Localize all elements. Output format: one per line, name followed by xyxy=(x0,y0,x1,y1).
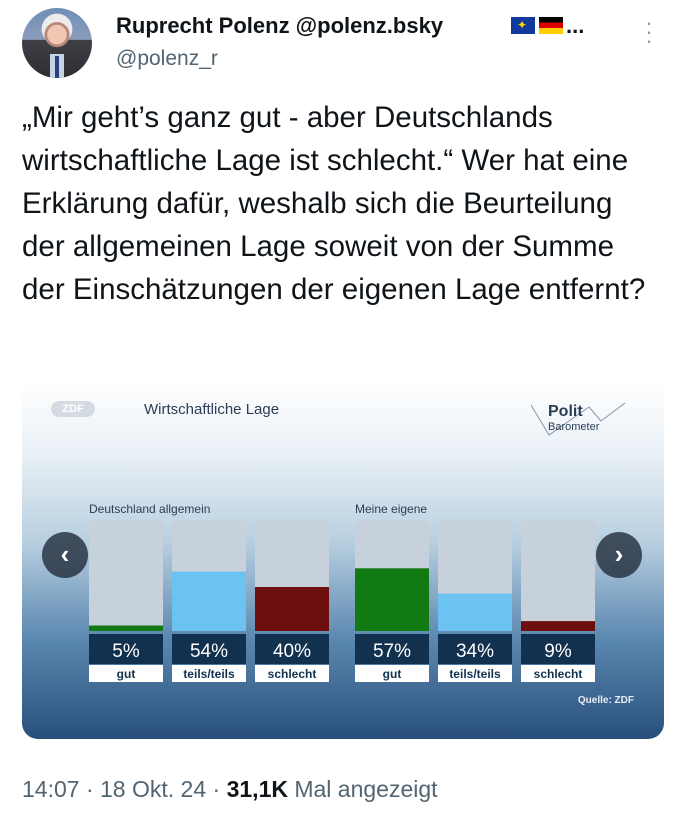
bar-chart: 5% gut 54% teils/teils 40% schlecht 57% gut 34% t… xyxy=(89,521,595,682)
value-label: 57% xyxy=(373,641,411,662)
bar-track xyxy=(89,521,163,631)
chart-title: Wirtschaftliche Lage xyxy=(144,401,280,418)
user-handle[interactable]: @polenz_r xyxy=(116,47,218,70)
bar-track xyxy=(521,521,595,631)
view-label: Mal angezeigt xyxy=(287,776,438,802)
chevron-right-icon: › xyxy=(614,539,624,569)
category-box xyxy=(521,665,595,682)
name-ellipsis: ... xyxy=(566,13,585,38)
value-label: 54% xyxy=(190,641,228,662)
category-box xyxy=(172,665,246,682)
category-label: schlecht xyxy=(268,667,317,681)
value-label: 5% xyxy=(112,641,140,662)
more-options-icon[interactable]: · · · xyxy=(645,10,653,53)
tweet-time[interactable]: 14:07 xyxy=(22,776,80,802)
zdf-logo: ZDF xyxy=(51,401,95,417)
chart-source: Quelle: ZDF xyxy=(577,695,634,706)
category-label: teils/teils xyxy=(183,667,235,681)
brand-line-2: Barometer xyxy=(548,421,600,433)
brand-line-1: Polit xyxy=(548,403,583,420)
group-label-allgemein: Deutschland allgemein xyxy=(89,502,211,516)
value-label: 40% xyxy=(273,641,311,662)
chevron-left-icon: ‹ xyxy=(60,539,70,569)
tweet-header: Ruprecht Polenz @polenz.bsky ... @polenz… xyxy=(0,0,684,90)
category-box xyxy=(355,665,429,682)
category-label: schlecht xyxy=(534,667,583,681)
display-name[interactable]: Ruprecht Polenz @polenz.bsky xyxy=(116,13,444,38)
category-box xyxy=(89,665,163,682)
next-image-button[interactable]: › xyxy=(596,532,642,578)
eu-flag-icon xyxy=(511,17,535,34)
name-flags: ... xyxy=(511,13,585,38)
value-label: 34% xyxy=(456,641,494,662)
bar xyxy=(355,568,429,631)
category-label: gut xyxy=(383,667,402,681)
tweet-date[interactable]: 18 Okt. 24 xyxy=(100,776,207,802)
value-box xyxy=(255,634,329,664)
politbarometer-logo: Polit Barometer xyxy=(527,399,627,439)
bar xyxy=(172,571,246,631)
bar xyxy=(255,587,329,631)
group-label-eigene: Meine eigene xyxy=(355,502,428,516)
previous-image-button[interactable]: ‹ xyxy=(42,532,88,578)
value-label: 9% xyxy=(544,641,572,662)
avatar[interactable] xyxy=(22,8,92,78)
value-box xyxy=(355,634,429,664)
value-box xyxy=(521,634,595,664)
value-box xyxy=(89,634,163,664)
category-label: gut xyxy=(117,667,136,681)
category-box xyxy=(438,665,512,682)
bar xyxy=(438,593,512,631)
category-label: teils/teils xyxy=(449,667,501,681)
media-card[interactable]: ZDF Wirtschaftliche Lage Polit Barometer… xyxy=(22,381,664,739)
bar xyxy=(521,621,595,631)
tweet-meta: 14:07 · 18 Okt. 24 · 31,1K Mal angezeigt xyxy=(22,776,438,802)
bar xyxy=(89,625,163,631)
category-box xyxy=(255,665,329,682)
value-box xyxy=(438,634,512,664)
value-box xyxy=(172,634,246,664)
view-count: 31,1K xyxy=(226,776,288,802)
germany-flag-icon xyxy=(539,17,563,34)
tweet-text: „Mir geht’s ganz gut - aber Deutschlands… xyxy=(22,101,646,306)
